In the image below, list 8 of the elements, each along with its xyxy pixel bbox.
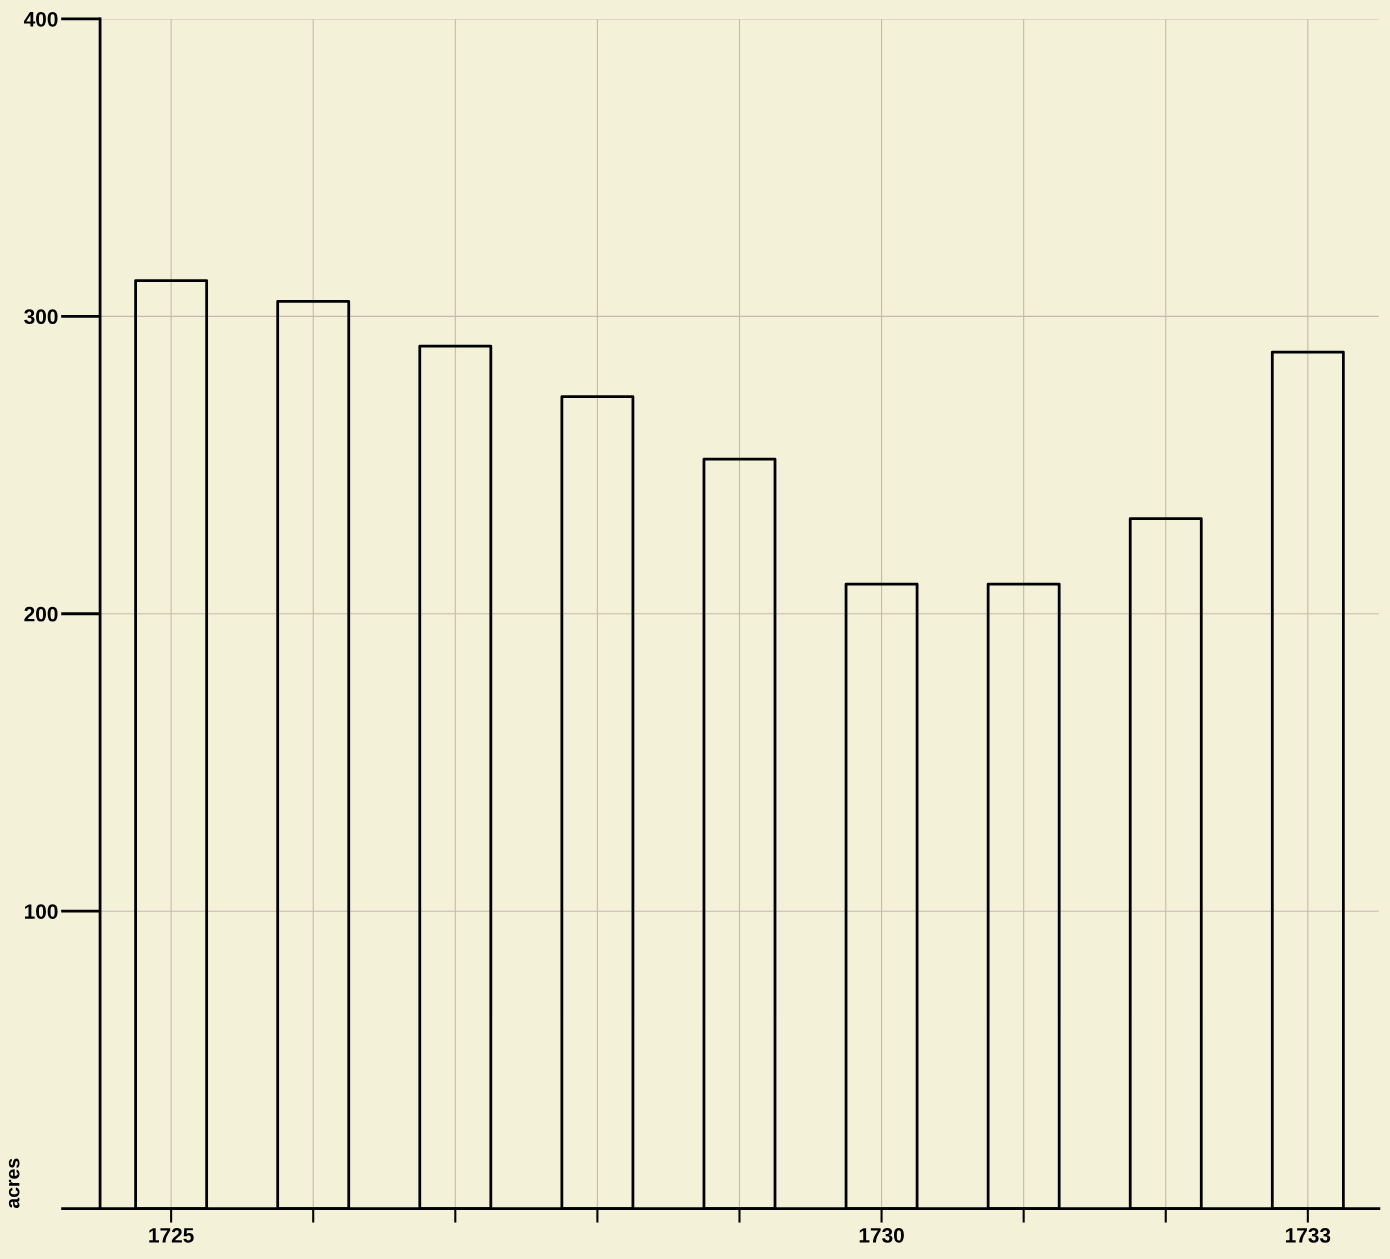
y-axis-title: acres <box>8 1158 20 1209</box>
y-tick-label: 200 <box>24 606 58 622</box>
y-tick-label: 100 <box>24 904 58 919</box>
y-tick-label: 400 <box>23 11 58 27</box>
x-tick-label: 1730 <box>859 1227 904 1243</box>
x-tick-label: 1725 <box>149 1227 194 1243</box>
x-tick-label: 1733 <box>1285 1227 1331 1243</box>
y-tick-label: 300 <box>24 309 58 325</box>
